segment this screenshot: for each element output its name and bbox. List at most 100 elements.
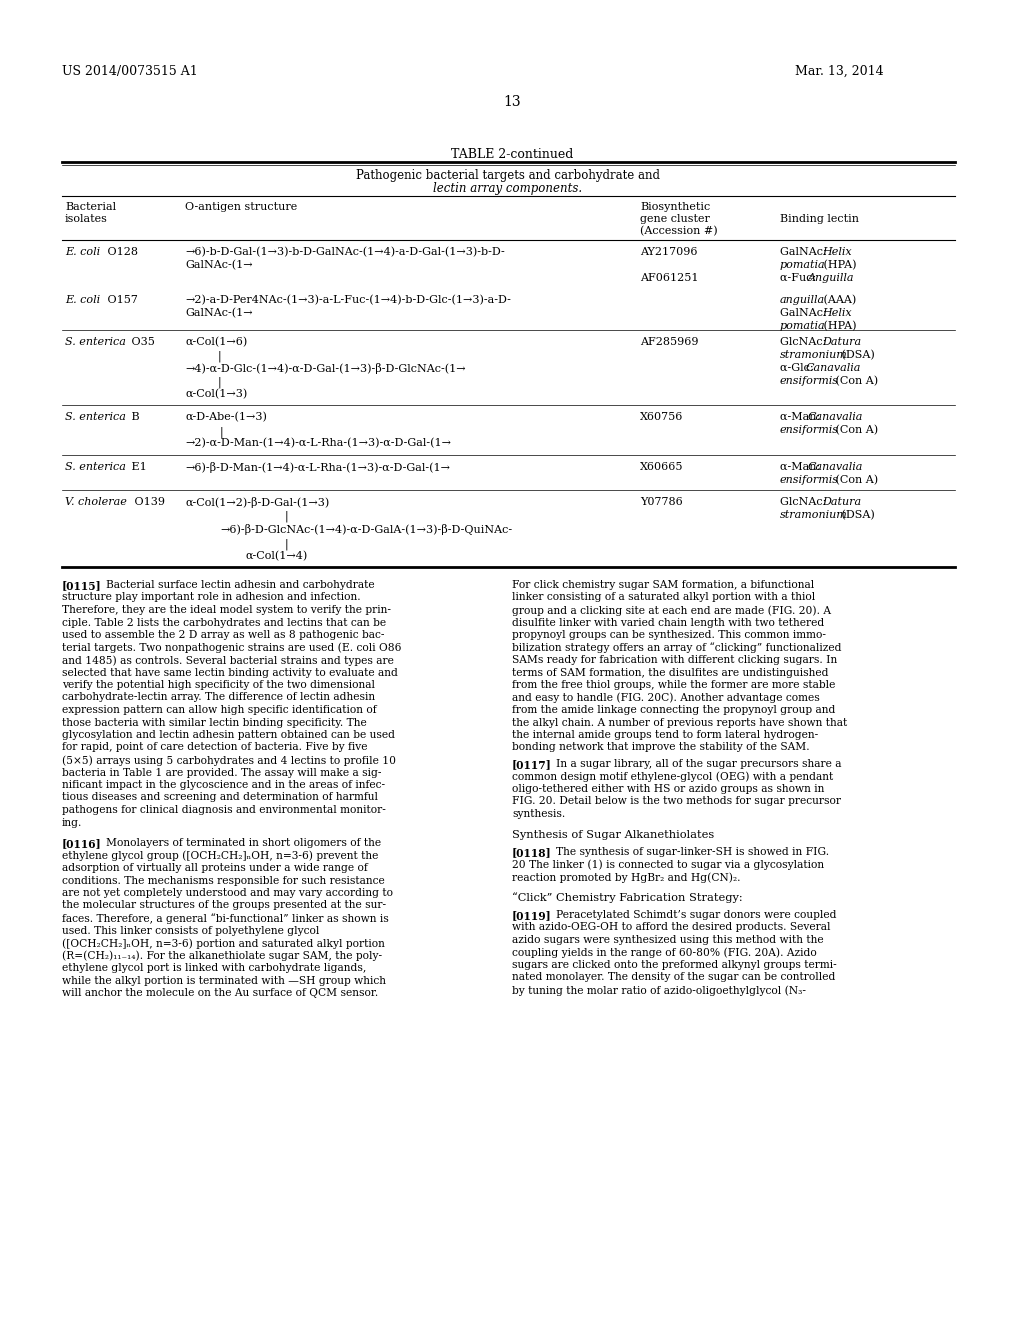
- Text: [0119]: [0119]: [512, 909, 552, 921]
- Text: the alkyl chain. A number of previous reports have shown that: the alkyl chain. A number of previous re…: [512, 718, 847, 727]
- Text: O35: O35: [128, 337, 155, 347]
- Text: α-Glc:: α-Glc:: [780, 363, 817, 374]
- Text: (Con A): (Con A): [831, 376, 879, 387]
- Text: E. coli: E. coli: [65, 247, 100, 257]
- Text: [0117]: [0117]: [512, 759, 552, 770]
- Text: nificant impact in the glycoscience and in the areas of infec-: nificant impact in the glycoscience and …: [62, 780, 385, 789]
- Text: the molecular structures of the groups presented at the sur-: the molecular structures of the groups p…: [62, 900, 386, 911]
- Text: disulfite linker with varied chain length with two tethered: disulfite linker with varied chain lengt…: [512, 618, 824, 627]
- Text: ethylene glycol port is linked with carbohydrate ligands,: ethylene glycol port is linked with carb…: [62, 964, 367, 973]
- Text: X60756: X60756: [640, 412, 683, 422]
- Text: while the alkyl portion is terminated with —SH group which: while the alkyl portion is terminated wi…: [62, 975, 386, 986]
- Text: FIG. 20. Detail below is the two methods for sugar precursor: FIG. 20. Detail below is the two methods…: [512, 796, 841, 807]
- Text: O157: O157: [104, 294, 138, 305]
- Text: →6)-β-D-Man-(1→4)-α-L-Rha-(1→3)-α-D-Gal-(1→: →6)-β-D-Man-(1→4)-α-L-Rha-(1→3)-α-D-Gal-…: [185, 462, 450, 473]
- Text: are not yet completely understood and may vary according to: are not yet completely understood and ma…: [62, 888, 393, 898]
- Text: US 2014/0073515 A1: US 2014/0073515 A1: [62, 65, 198, 78]
- Text: the internal amide groups tend to form lateral hydrogen-: the internal amide groups tend to form l…: [512, 730, 818, 741]
- Text: (Con A): (Con A): [831, 425, 879, 436]
- Text: AF061251: AF061251: [640, 273, 698, 282]
- Text: Monolayers of terminated in short oligomers of the: Monolayers of terminated in short oligom…: [106, 838, 381, 847]
- Text: α-Col(1→4): α-Col(1→4): [245, 550, 307, 561]
- Text: (AAA): (AAA): [820, 294, 856, 305]
- Text: →2)-α-D-Man-(1→4)-α-L-Rha-(1→3)-α-D-Gal-(1→: →2)-α-D-Man-(1→4)-α-L-Rha-(1→3)-α-D-Gal-…: [185, 438, 451, 449]
- Text: Peracetylated Schimdt’s sugar donors were coupled: Peracetylated Schimdt’s sugar donors wer…: [556, 909, 837, 920]
- Text: terial targets. Two nonpathogenic strains are used (E. coli O86: terial targets. Two nonpathogenic strain…: [62, 643, 401, 653]
- Text: TABLE 2-continued: TABLE 2-continued: [451, 148, 573, 161]
- Text: used. This linker consists of polyethylene glycol: used. This linker consists of polyethyle…: [62, 925, 319, 936]
- Text: GalNAc-(1→: GalNAc-(1→: [185, 260, 253, 271]
- Text: selected that have same lectin binding activity to evaluate and: selected that have same lectin binding a…: [62, 668, 398, 677]
- Text: lectin array components.: lectin array components.: [433, 182, 583, 195]
- Text: sugars are clicked onto the preformed alkynyl groups termi-: sugars are clicked onto the preformed al…: [512, 960, 837, 970]
- Text: |: |: [218, 351, 221, 363]
- Text: Canavalia: Canavalia: [806, 363, 861, 374]
- Text: used to assemble the 2 D array as well as 8 pathogenic bac-: used to assemble the 2 D array as well a…: [62, 630, 384, 640]
- Text: and 1485) as controls. Several bacterial strains and types are: and 1485) as controls. Several bacterial…: [62, 655, 394, 665]
- Text: →4)-α-D-Glc-(1→4)-α-D-Gal-(1→3)-β-D-GlcNAc-(1→: →4)-α-D-Glc-(1→4)-α-D-Gal-(1→3)-β-D-GlcN…: [185, 363, 466, 374]
- Text: 13: 13: [503, 95, 521, 110]
- Text: 20 The linker (1) is connected to sugar via a glycosylation: 20 The linker (1) is connected to sugar …: [512, 859, 824, 870]
- Text: GalNAc:: GalNAc:: [780, 247, 830, 257]
- Text: tious diseases and screening and determination of harmful: tious diseases and screening and determi…: [62, 792, 378, 803]
- Text: |: |: [220, 426, 223, 437]
- Text: ensiformis: ensiformis: [780, 475, 839, 484]
- Text: α-Man:: α-Man:: [780, 462, 823, 473]
- Text: Helix: Helix: [822, 247, 852, 257]
- Text: Helix: Helix: [822, 308, 852, 318]
- Text: will anchor the molecule on the Au surface of QCM sensor.: will anchor the molecule on the Au surfa…: [62, 987, 378, 998]
- Text: linker consisting of a saturated alkyl portion with a thiol: linker consisting of a saturated alkyl p…: [512, 593, 815, 602]
- Text: synthesis.: synthesis.: [512, 809, 565, 818]
- Text: bacteria in Table 1 are provided. The assay will make a sig-: bacteria in Table 1 are provided. The as…: [62, 767, 382, 777]
- Text: stramonium: stramonium: [780, 350, 848, 360]
- Text: Synthesis of Sugar Alkanethiolates: Synthesis of Sugar Alkanethiolates: [512, 829, 715, 840]
- Text: S. enterica: S. enterica: [65, 337, 126, 347]
- Text: anguilla: anguilla: [780, 294, 825, 305]
- Text: |: |: [285, 539, 289, 549]
- Text: azido sugars were synthesized using this method with the: azido sugars were synthesized using this…: [512, 935, 823, 945]
- Text: GlcNAc:: GlcNAc:: [780, 498, 829, 507]
- Text: Biosynthetic: Biosynthetic: [640, 202, 711, 213]
- Text: expression pattern can allow high specific identification of: expression pattern can allow high specif…: [62, 705, 377, 715]
- Text: [0116]: [0116]: [62, 838, 101, 849]
- Text: In a sugar library, all of the sugar precursors share a: In a sugar library, all of the sugar pre…: [556, 759, 842, 770]
- Text: (DSA): (DSA): [838, 350, 874, 360]
- Text: |: |: [218, 378, 221, 388]
- Text: stramonium: stramonium: [780, 510, 848, 520]
- Text: →6)-β-D-GlcNAc-(1→4)-α-D-GalA-(1→3)-β-D-QuiNAc-: →6)-β-D-GlcNAc-(1→4)-α-D-GalA-(1→3)-β-D-…: [220, 524, 512, 535]
- Text: GalNAc:: GalNAc:: [780, 308, 830, 318]
- Text: α-Col(1→6): α-Col(1→6): [185, 337, 247, 347]
- Text: pomatia: pomatia: [780, 260, 825, 271]
- Text: propynoyl groups can be synthesized. This common immo-: propynoyl groups can be synthesized. Thi…: [512, 630, 826, 640]
- Text: verify the potential high specificity of the two dimensional: verify the potential high specificity of…: [62, 680, 375, 690]
- Text: Anguilla: Anguilla: [808, 273, 854, 282]
- Text: E1: E1: [128, 462, 146, 473]
- Text: X60665: X60665: [640, 462, 683, 473]
- Text: SAMs ready for fabrication with different clicking sugars. In: SAMs ready for fabrication with differen…: [512, 655, 838, 665]
- Text: α-Fuc:: α-Fuc:: [780, 273, 820, 282]
- Text: [0118]: [0118]: [512, 847, 552, 858]
- Text: nated monolayer. The density of the sugar can be controlled: nated monolayer. The density of the suga…: [512, 973, 836, 982]
- Text: ing.: ing.: [62, 817, 82, 828]
- Text: AY217096: AY217096: [640, 247, 697, 257]
- Text: Y07786: Y07786: [640, 498, 683, 507]
- Text: B: B: [128, 412, 139, 422]
- Text: The synthesis of sugar-linker-SH is showed in FIG.: The synthesis of sugar-linker-SH is show…: [556, 847, 829, 857]
- Text: from the free thiol groups, while the former are more stable: from the free thiol groups, while the fo…: [512, 680, 836, 690]
- Text: →2)-a-D-Per4NAc-(1→3)-a-L-Fuc-(1→4)-b-D-Glc-(1→3)-a-D-: →2)-a-D-Per4NAc-(1→3)-a-L-Fuc-(1→4)-b-D-…: [185, 294, 511, 305]
- Text: S. enterica: S. enterica: [65, 412, 126, 422]
- Text: O139: O139: [131, 498, 165, 507]
- Text: bilization strategy offers an array of “clicking” functionalized: bilization strategy offers an array of “…: [512, 643, 842, 653]
- Text: from the amide linkage connecting the propynoyl group and: from the amide linkage connecting the pr…: [512, 705, 836, 715]
- Text: those bacteria with similar lectin binding specificity. The: those bacteria with similar lectin bindi…: [62, 718, 367, 727]
- Text: “Click” Chemistry Fabrication Strategy:: “Click” Chemistry Fabrication Strategy:: [512, 892, 742, 903]
- Text: GalNAc-(1→: GalNAc-(1→: [185, 308, 253, 318]
- Text: Pathogenic bacterial targets and carbohydrate and: Pathogenic bacterial targets and carbohy…: [356, 169, 660, 182]
- Text: coupling yields in the range of 60-80% (FIG. 20A). Azido: coupling yields in the range of 60-80% (…: [512, 948, 817, 958]
- Text: faces. Therefore, a general “bi-functional” linker as shown is: faces. Therefore, a general “bi-function…: [62, 913, 389, 924]
- Text: Canavalia: Canavalia: [808, 462, 863, 473]
- Text: α-D-Abe-(1→3): α-D-Abe-(1→3): [185, 412, 267, 422]
- Text: Mar. 13, 2014: Mar. 13, 2014: [795, 65, 884, 78]
- Text: [0115]: [0115]: [62, 579, 101, 591]
- Text: V. cholerae: V. cholerae: [65, 498, 127, 507]
